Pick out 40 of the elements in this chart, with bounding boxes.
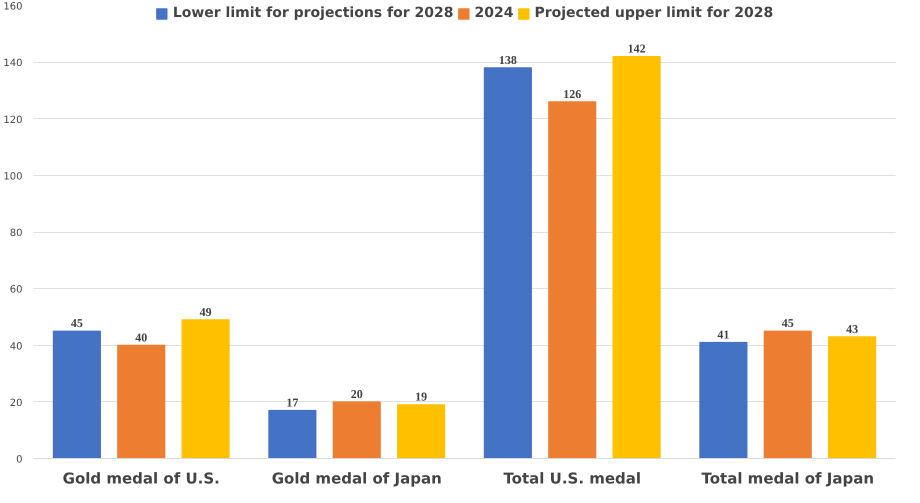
data-label: 138 xyxy=(498,52,517,67)
bar xyxy=(828,336,876,458)
legend-label: Lower limit for projections for 2028 xyxy=(172,5,454,21)
legend-label: Projected upper limit for 2028 xyxy=(534,5,774,21)
y-tick-label: 160 xyxy=(3,2,23,12)
data-label: 45 xyxy=(70,316,83,330)
bar xyxy=(612,56,661,458)
data-label: 41 xyxy=(717,327,730,342)
y-tick-label: 40 xyxy=(10,341,23,352)
data-label: 49 xyxy=(200,304,212,319)
data-label: 43 xyxy=(846,322,858,336)
x-tick-label: Total U.S. medal xyxy=(503,470,642,488)
bar xyxy=(397,404,446,458)
bar xyxy=(548,101,596,458)
bar xyxy=(182,319,230,458)
y-tick-label: 100 xyxy=(3,171,23,182)
data-label: 17 xyxy=(286,395,298,410)
y-tick-label: 60 xyxy=(10,284,23,296)
bar xyxy=(484,67,532,458)
bar xyxy=(117,344,166,458)
data-label: 40 xyxy=(135,330,148,344)
y-tick-label: 20 xyxy=(10,398,23,409)
bar xyxy=(52,330,101,458)
bar xyxy=(699,342,748,458)
y-tick-label: 140 xyxy=(3,58,23,70)
x-tick-label: Total medal of Japan xyxy=(701,470,874,488)
x-tick-label: Gold medal of Japan xyxy=(272,470,442,488)
bar xyxy=(764,330,812,458)
y-tick-label: 0 xyxy=(16,454,23,466)
legend-label: 2024 xyxy=(474,5,514,21)
data-label: 45 xyxy=(782,316,794,330)
data-label: 20 xyxy=(350,386,363,401)
bar xyxy=(268,410,316,458)
bar xyxy=(332,401,381,458)
data-label: 126 xyxy=(563,86,582,101)
y-tick-label: 120 xyxy=(3,114,23,126)
data-label: 19 xyxy=(415,390,428,404)
x-tick-label: Gold medal of U.S. xyxy=(62,470,220,488)
data-label: 142 xyxy=(628,41,646,56)
y-tick-label: 80 xyxy=(10,228,23,239)
